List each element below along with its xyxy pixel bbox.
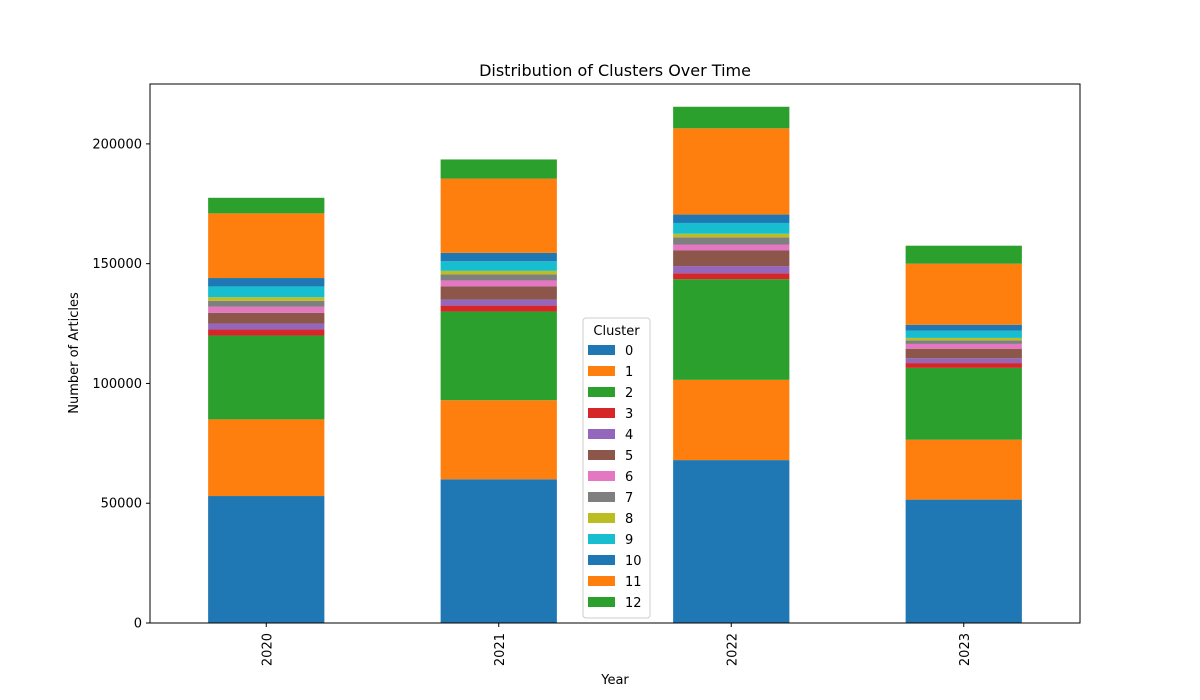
- legend-swatch-cluster-3: [588, 408, 615, 418]
- legend-swatch-cluster-9: [588, 534, 615, 544]
- legend-label-cluster-10: 10: [625, 554, 642, 569]
- x-tick-label: 2021: [493, 633, 508, 666]
- bar-2020-cluster-6: [208, 306, 325, 313]
- bar-2021-cluster-10: [440, 252, 557, 262]
- bar-2022-cluster-4: [673, 266, 790, 274]
- bar-2021-cluster-8: [440, 270, 557, 275]
- legend-label-cluster-2: 2: [625, 386, 633, 401]
- bar-2022-cluster-5: [673, 250, 790, 267]
- legend-label-cluster-3: 3: [625, 407, 633, 422]
- y-tick-label: 0: [134, 617, 142, 632]
- bar-2021-cluster-4: [440, 299, 557, 306]
- legend-title: Cluster: [593, 324, 640, 339]
- legend-swatch-cluster-10: [588, 555, 615, 565]
- bar-2023-cluster-11: [905, 263, 1022, 325]
- y-tick-label: 50000: [101, 497, 142, 512]
- legend-swatch-cluster-8: [588, 513, 615, 523]
- x-tick-label: 2023: [958, 633, 973, 666]
- bar-2022-cluster-7: [673, 237, 790, 245]
- legend-swatch-cluster-12: [588, 597, 615, 607]
- bar-2023-cluster-0: [905, 499, 1022, 623]
- bars-group: [208, 106, 1022, 623]
- legend-label-cluster-12: 12: [625, 596, 642, 611]
- bar-2020-cluster-2: [208, 335, 325, 420]
- bar-2023-cluster-2: [905, 367, 1022, 440]
- bar-2022-cluster-11: [673, 128, 790, 215]
- bar-2023-cluster-1: [905, 439, 1022, 500]
- bar-2023-cluster-5: [905, 348, 1022, 359]
- y-tick-label: 150000: [92, 257, 142, 272]
- legend-label-cluster-8: 8: [625, 512, 633, 527]
- bar-2023-cluster-7: [905, 340, 1022, 344]
- bar-2020-cluster-0: [208, 496, 325, 623]
- bar-2023-cluster-6: [905, 343, 1022, 349]
- bar-2022-cluster-3: [673, 273, 790, 280]
- legend-swatch-cluster-0: [588, 345, 615, 355]
- legend-swatch-cluster-5: [588, 450, 615, 460]
- bar-2023-cluster-4: [905, 358, 1022, 364]
- legend-swatch-cluster-1: [588, 366, 615, 376]
- bar-2021-cluster-0: [440, 479, 557, 623]
- bar-2020-cluster-8: [208, 297, 325, 301]
- legend-label-cluster-11: 11: [625, 575, 642, 590]
- legend-box: [582, 317, 651, 619]
- bar-2020-cluster-1: [208, 419, 325, 497]
- bar-2022-cluster-2: [673, 279, 790, 380]
- legend-label-cluster-9: 9: [625, 533, 633, 548]
- bar-2020-cluster-4: [208, 323, 325, 330]
- bar-2020-cluster-3: [208, 329, 325, 336]
- bar-2020-cluster-11: [208, 213, 325, 279]
- legend-swatch-cluster-11: [588, 576, 615, 586]
- y-tick-label: 100000: [92, 377, 142, 392]
- bar-2020-cluster-9: [208, 286, 325, 298]
- bar-2021-cluster-12: [440, 159, 557, 179]
- bar-2020-cluster-7: [208, 300, 325, 307]
- y-axis-label: Number of Articles: [67, 292, 82, 414]
- bar-2022-cluster-1: [673, 379, 790, 461]
- legend-swatch-cluster-6: [588, 471, 615, 481]
- legend-label-cluster-7: 7: [625, 491, 633, 506]
- bar-2020-cluster-10: [208, 278, 325, 287]
- bar-2023-cluster-12: [905, 245, 1022, 264]
- legend-label-cluster-6: 6: [625, 470, 633, 485]
- bar-2023-cluster-9: [905, 330, 1022, 338]
- axes-group: 2020 2021 2022 2023 0 50000 100000 150000 200000: [92, 83, 1081, 666]
- bar-2022-cluster-10: [673, 214, 790, 223]
- y-tick-label: 200000: [92, 137, 142, 152]
- bar-2023-cluster-3: [905, 363, 1022, 368]
- bar-2021-cluster-6: [440, 280, 557, 287]
- bar-2022-cluster-0: [673, 460, 790, 623]
- x-axis-label: Year: [600, 673, 629, 688]
- legend-swatch-cluster-7: [588, 492, 615, 502]
- legend-label-cluster-5: 5: [625, 449, 633, 464]
- bar-2023-cluster-8: [905, 337, 1022, 341]
- bar-2022-cluster-6: [673, 244, 790, 251]
- legend-swatch-cluster-4: [588, 429, 615, 439]
- bar-2021-cluster-2: [440, 311, 557, 401]
- legend-label-cluster-4: 4: [625, 428, 633, 443]
- bar-2022-cluster-12: [673, 106, 790, 129]
- bar-2022-cluster-9: [673, 222, 790, 234]
- bar-2021-cluster-3: [440, 305, 557, 312]
- bar-2021-cluster-7: [440, 274, 557, 281]
- chart-title: Distribution of Clusters Over Time: [479, 61, 751, 80]
- legend-label-cluster-0: 0: [625, 344, 633, 359]
- bar-2021-cluster-9: [440, 261, 557, 271]
- bar-2020-cluster-5: [208, 312, 325, 324]
- bar-2020-cluster-12: [208, 197, 325, 214]
- x-tick-label: 2022: [725, 633, 740, 666]
- x-tick-label: 2020: [260, 633, 275, 666]
- plot-frame: [149, 83, 1081, 624]
- bar-2021-cluster-11: [440, 178, 557, 253]
- legend-label-cluster-1: 1: [625, 365, 633, 380]
- bar-2022-cluster-8: [673, 233, 790, 238]
- legend-swatch-cluster-2: [588, 387, 615, 397]
- bar-2021-cluster-1: [440, 400, 557, 480]
- bar-2023-cluster-10: [905, 324, 1022, 331]
- bar-2021-cluster-5: [440, 286, 557, 300]
